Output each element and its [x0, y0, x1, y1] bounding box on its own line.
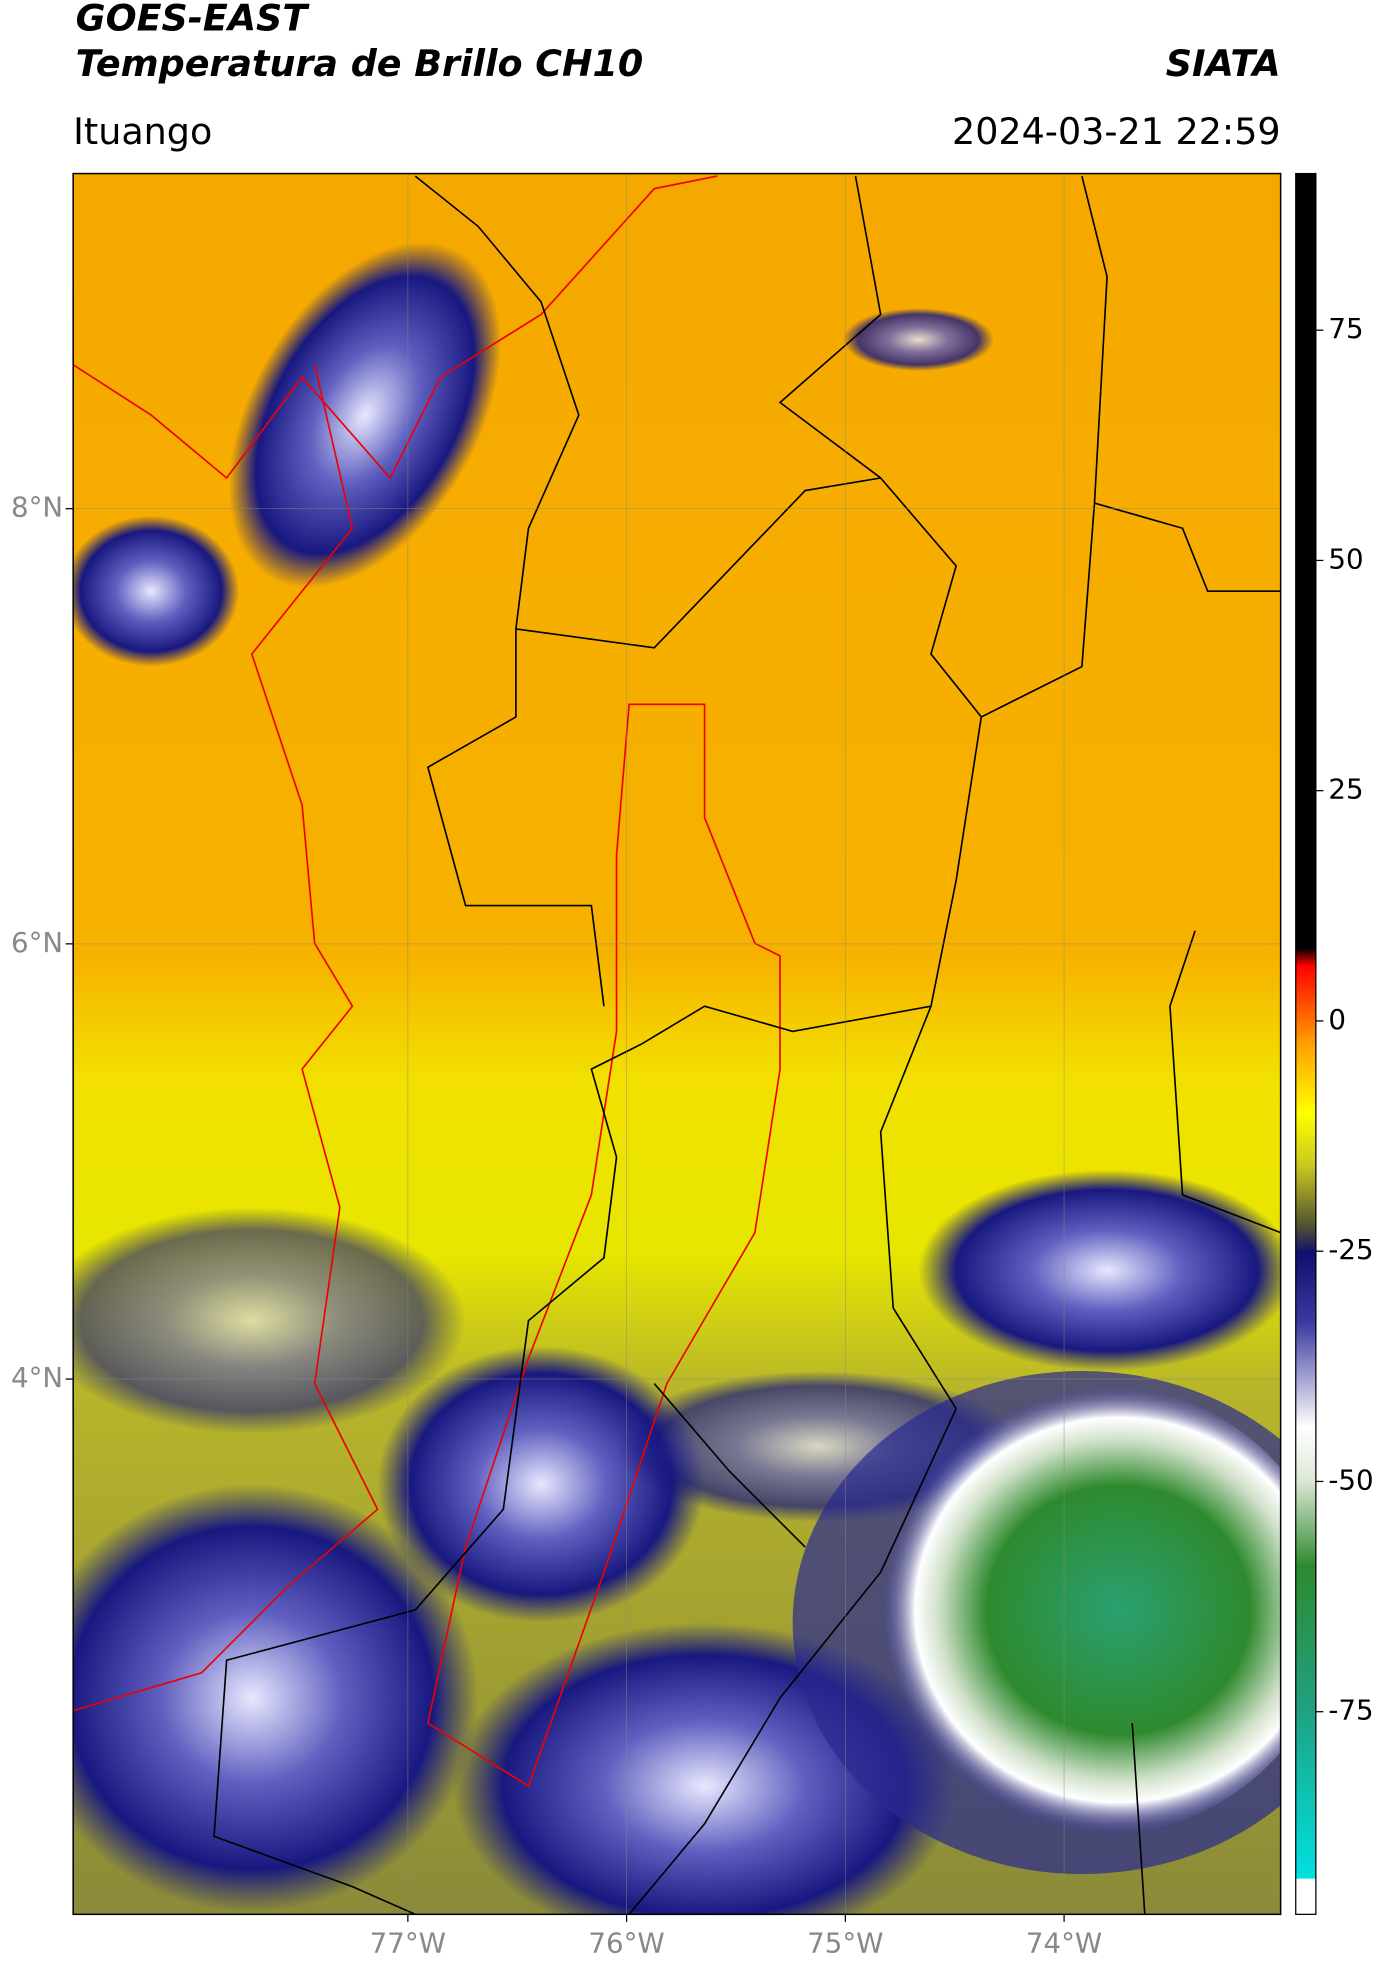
- title: GOES-EAST: [76, 0, 311, 40]
- lon-label: 75°W: [807, 1927, 883, 1960]
- brand: SIATA: [1166, 42, 1281, 85]
- region: Ituango: [73, 110, 212, 153]
- colorbar-label: 25: [1328, 773, 1363, 806]
- colorbar: [1295, 172, 1317, 1915]
- colorbar-label: -25: [1328, 1233, 1373, 1266]
- datetime: 2024-03-21 22:59: [952, 110, 1281, 153]
- lat-label: 6°N: [11, 926, 63, 959]
- colorbar-label: 0: [1328, 1003, 1346, 1036]
- lon-label: 74°W: [1026, 1927, 1102, 1960]
- map-frame: [72, 172, 1282, 1916]
- colorbar-label: 50: [1328, 542, 1363, 575]
- lon-label: 76°W: [588, 1927, 664, 1960]
- graticule: 8°N 6°N 4°N 77°W 76°W 75°W 74°W: [11, 173, 1281, 1960]
- lat-label: 4°N: [11, 1361, 63, 1394]
- lon-label: 77°W: [370, 1927, 446, 1960]
- colorbar-label: -50: [1328, 1463, 1373, 1496]
- subtitle: Temperatura de Brillo CH10: [76, 42, 644, 85]
- map-image: [73, 173, 1281, 1915]
- lat-label: 8°N: [11, 491, 63, 524]
- colorbar-label: -75: [1328, 1694, 1373, 1727]
- colorbar-label: 75: [1328, 312, 1363, 345]
